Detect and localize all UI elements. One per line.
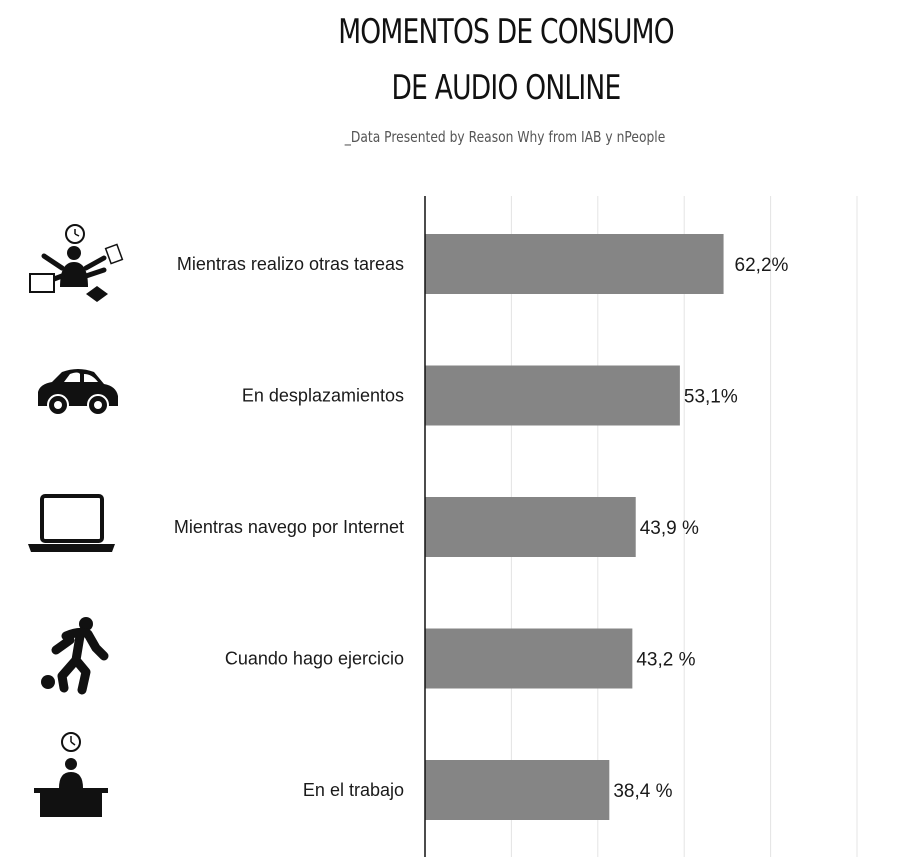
office-worker-icon [34,732,108,817]
chart-title-line-1: MOMENTOS DE CONSUMO [338,12,674,52]
laptop-icon [28,494,115,552]
bar [425,760,610,820]
icons [28,224,124,817]
runner-icon [41,617,109,695]
bar [425,365,680,426]
multitasking-icon [29,224,124,302]
value-label: 62,2% [735,255,789,276]
category-label: Mientras realizo otras tareas [177,254,404,274]
category-label: Cuando hago ejercicio [225,649,404,669]
bar [425,628,633,689]
chart-title-line-2: DE AUDIO ONLINE [391,68,622,108]
category-label: En desplazamientos [242,386,404,406]
category-label: Mientras navego por Internet [174,517,404,537]
value-label: 43,2 % [636,650,695,671]
value-label: 43,9 % [640,518,699,539]
value-label: 53,1% [684,387,738,408]
gridlines [510,196,858,857]
category-label: En el trabajo [303,780,404,800]
car-icon [38,369,118,416]
bar [425,234,724,294]
chart-subtitle: _Data Presented by Reason Why from IAB y… [344,128,666,146]
bar [425,497,636,557]
labels: 62,2% Mientras realizo otras tareas 53,1% E… [174,254,789,802]
bars [425,234,724,820]
value-label: 38,4 % [613,781,672,802]
